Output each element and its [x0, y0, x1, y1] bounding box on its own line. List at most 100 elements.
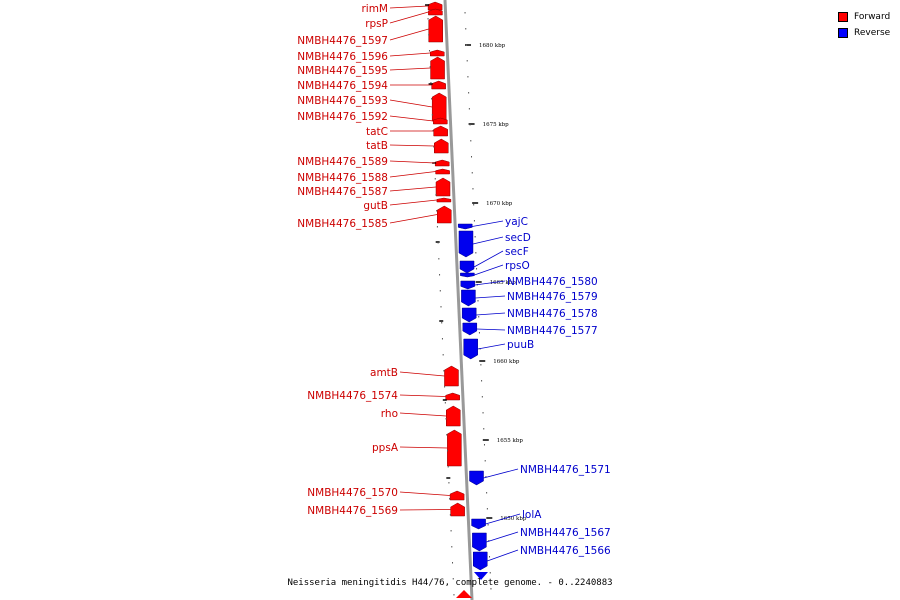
scale-tick-label: 1655 kbp	[497, 438, 524, 444]
reverse-gene-block-puuB[interactable]	[463, 338, 478, 360]
gene-label-NMBH4476_1571[interactable]: NMBH4476_1571	[520, 464, 611, 476]
forward-gene-block-rho[interactable]	[446, 405, 461, 427]
scale-tick-minor-left	[448, 482, 450, 484]
gene-label-secF[interactable]: secF	[505, 246, 529, 258]
scale-tick-minor-left	[453, 594, 455, 596]
forward-gene-block-partial[interactable]	[456, 590, 472, 598]
forward-gene-block-tatB[interactable]	[434, 138, 449, 154]
gene-label-tatC[interactable]: tatC	[366, 126, 388, 138]
forward-gene-block-NMBH4476_1570[interactable]	[449, 490, 465, 501]
gene-label-NMBH4476_1569[interactable]: NMBH4476_1569	[307, 505, 398, 517]
gene-label-secD[interactable]: secD	[505, 232, 531, 244]
leader-line-NMBH4476_1580	[474, 280, 506, 286]
leader-line-secD	[472, 236, 504, 245]
forward-gene-block-NMBH4476_1574[interactable]	[445, 392, 460, 401]
leader-line-NMBH4476_1595	[389, 67, 431, 71]
forward-gene-block-ppsA[interactable]	[447, 429, 462, 467]
reverse-gene-block-NMBH4476_1571[interactable]	[469, 470, 484, 486]
scale-tick-minor	[468, 92, 470, 94]
reverse-gene-block-NMBH4476_1580[interactable]	[460, 280, 476, 290]
reverse-gene-block-NMBH4476_1578[interactable]	[461, 307, 477, 323]
scale-tick-minor	[473, 204, 475, 206]
gene-label-NMBH4476_1593[interactable]: NMBH4476_1593	[297, 95, 388, 107]
forward-gene-block-NMBH4476_1585[interactable]	[437, 205, 452, 224]
reverse-gene-block-partial[interactable]	[474, 572, 488, 580]
genome-caption: Neisseria meningitidis H44/76, complete …	[287, 578, 613, 588]
scale-tick-label: 1650 kbp	[500, 516, 527, 522]
legend-swatch-reverse	[838, 28, 848, 38]
gene-label-rimM[interactable]: rimM	[361, 3, 388, 15]
forward-gene-block-amtB[interactable]	[444, 365, 459, 387]
scale-tick-minor	[473, 220, 475, 222]
gene-label-NMBH4476_1566[interactable]: NMBH4476_1566	[520, 545, 611, 557]
gene-label-lolA[interactable]: lolA	[522, 509, 542, 521]
forward-gene-block-NMBH4476_1588[interactable]	[435, 168, 450, 175]
gene-label-NMBH4476_1578[interactable]: NMBH4476_1578	[507, 308, 598, 320]
scale-ticks: 1680 kbp 1675 kbp 1670 kbp 1665 kbp 1660 kbp…	[425, 4, 527, 596]
gene-label-NMBH4476_1594[interactable]: NMBH4476_1594	[297, 80, 388, 92]
scale-tick-minor-left	[446, 450, 448, 452]
reverse-gene-block-secF[interactable]	[459, 260, 475, 274]
forward-gene-block-rimM[interactable]	[427, 1, 443, 11]
forward-gene-block-NMBH4476_1595[interactable]	[430, 56, 445, 80]
gene-label-NMBH4476_1585[interactable]: NMBH4476_1585	[297, 218, 388, 230]
reverse-gene-block-NMBH4476_1579[interactable]	[461, 289, 476, 307]
gene-label-NMBH4476_1570[interactable]: NMBH4476_1570	[307, 487, 398, 499]
reverse-gene-block-NMBH4476_1577[interactable]	[462, 322, 478, 336]
reverse-gene-block-secD[interactable]	[458, 230, 474, 258]
scale-tick-minor	[478, 332, 480, 334]
scale-tick-minor	[482, 412, 484, 414]
forward-gene-block-NMBH4476_1589[interactable]	[434, 159, 450, 167]
gene-label-amtB[interactable]: amtB	[370, 367, 398, 379]
reverse-gene-block-lolA[interactable]	[471, 518, 486, 530]
reverse-gene-block-rpsO[interactable]	[460, 272, 475, 278]
gene-label-NMBH4476_1597[interactable]: NMBH4476_1597	[297, 35, 388, 47]
scale-tick-minor	[486, 492, 488, 494]
leader-line-NMBH4476_1588	[389, 171, 436, 178]
gene-label-NMBH4476_1580[interactable]: NMBH4476_1580	[507, 276, 598, 288]
leader-line-NMBH4476_1569	[399, 509, 451, 511]
reverse-gene-block-NMBH4476_1567[interactable]	[472, 532, 487, 552]
gene-label-NMBH4476_1596[interactable]: NMBH4476_1596	[297, 51, 388, 63]
gene-label-rho[interactable]: rho	[381, 408, 398, 420]
scale-tick-minor	[478, 316, 480, 318]
forward-gene-block-rpsP[interactable]	[428, 8, 443, 16]
forward-gene-block-gutB[interactable]	[436, 197, 452, 203]
scale-tick-minor	[489, 572, 491, 574]
gene-label-yajC[interactable]: yajC	[505, 216, 528, 228]
forward-gene-block-NMBH4476_1594[interactable]	[431, 80, 446, 90]
gene-label-NMBH4476_1588[interactable]: NMBH4476_1588	[297, 172, 388, 184]
reverse-gene-block-NMBH4476_1566[interactable]	[472, 551, 488, 571]
forward-gene-block-NMBH4476_1569[interactable]	[450, 502, 465, 517]
gene-label-NMBH4476_1574[interactable]: NMBH4476_1574	[307, 390, 398, 402]
forward-gene-block-NMBH4476_1593[interactable]	[431, 92, 447, 122]
forward-gene-block-NMBH4476_1587[interactable]	[435, 177, 451, 197]
gene-label-ppsA[interactable]: ppsA	[372, 442, 399, 454]
reverse-gene-block-yajC[interactable]	[457, 223, 473, 230]
gene-label-NMBH4476_1587[interactable]: NMBH4476_1587	[297, 186, 388, 198]
scale-tick-minor-left	[452, 578, 454, 580]
gene-label-NMBH4476_1567[interactable]: NMBH4476_1567	[520, 527, 611, 539]
legend-label-forward: Forward	[854, 12, 891, 22]
gene-label-tatB[interactable]: tatB	[366, 140, 388, 152]
gene-label-NMBH4476_1577[interactable]: NMBH4476_1577	[507, 325, 598, 337]
gene-label-NMBH4476_1595[interactable]: NMBH4476_1595	[297, 65, 388, 77]
gene-label-rpsP[interactable]: rpsP	[365, 18, 388, 30]
scale-tick-minor	[475, 252, 477, 254]
leader-line-NMBH4476_1593	[389, 99, 433, 108]
gene-label-NMBH4476_1589[interactable]: NMBH4476_1589	[297, 156, 388, 168]
gene-label-gutB[interactable]: gutB	[363, 200, 388, 212]
gene-label-rpsO[interactable]: rpsO	[505, 260, 530, 272]
scale-tick-minor-left	[428, 50, 430, 52]
gene-label-puuB[interactable]: puuB	[507, 339, 534, 351]
forward-gene-block-tatC[interactable]	[433, 125, 448, 137]
forward-gene-block-NMBH4476_1597[interactable]	[428, 15, 443, 43]
leader-line-NMBH4476_1589	[389, 160, 436, 164]
forward-gene-block-NMBH4476_1596[interactable]	[430, 49, 445, 57]
scale-tick-minor	[485, 476, 487, 478]
scale-tick-minor-left	[428, 34, 430, 36]
forward-gene-block-NMBH4476_1592[interactable]	[433, 117, 448, 125]
gene-label-NMBH4476_1592[interactable]: NMBH4476_1592	[297, 111, 388, 123]
gene-label-NMBH4476_1579[interactable]: NMBH4476_1579	[507, 291, 598, 303]
